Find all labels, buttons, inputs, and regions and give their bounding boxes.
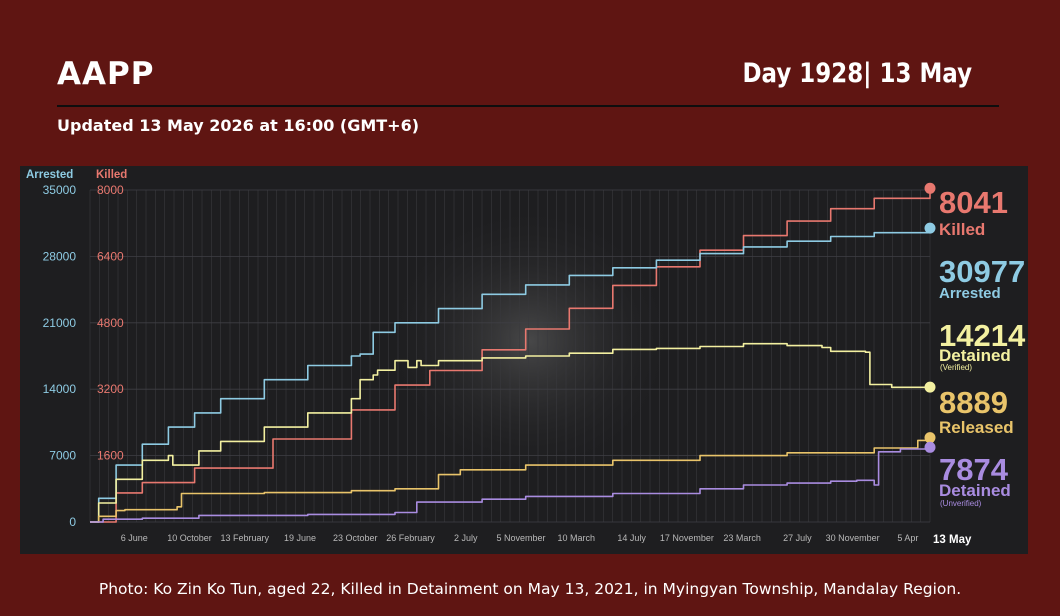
header-divider (57, 105, 999, 107)
x-tick-label: 27 July (783, 533, 812, 543)
tick-label-killed: 4800 (97, 316, 124, 330)
tick-label-arrested: 21000 (43, 316, 77, 330)
x-tick-label: 13 February (220, 533, 269, 543)
series-label-3: Released (939, 418, 1014, 437)
series-value-2: 14214 (939, 318, 1026, 353)
series-value-0: 8041 (939, 185, 1008, 220)
series-line-4 (90, 447, 931, 523)
series-label-2: Detained (939, 346, 1011, 365)
photo-background (380, 201, 680, 481)
photo-caption: Photo: Ko Zin Ko Tun, aged 22, Killed in… (98, 580, 962, 598)
chart-panel: Arrested Killed 0 7000 14000 21000 28000 35000 1… (20, 166, 1028, 554)
tick-label-arrested: 0 (69, 515, 76, 529)
series-sublabel-2: (Verified) (940, 363, 972, 372)
x-tick-label: 26 February (386, 533, 435, 543)
series-value-4: 7874 (939, 452, 1009, 487)
series-line-1 (90, 228, 931, 523)
updated-timestamp: Updated 13 May 2026 at 16:00 (GMT+6) (57, 116, 420, 135)
series-label-1: Arrested (939, 285, 1001, 302)
x-tick-label: 6 June (121, 533, 148, 543)
tick-label-killed: 3200 (97, 382, 124, 396)
x-tick-label: 5 November (497, 533, 546, 543)
x-tick-label: 10 October (167, 533, 212, 543)
series-line-3 (90, 437, 931, 523)
series-endpoint-0 (924, 182, 936, 194)
x-tick-label: 5 Apr (897, 533, 918, 543)
series-line-2 (90, 342, 931, 523)
series-line-0 (90, 188, 931, 523)
x-tick-label: 17 November (660, 533, 714, 543)
axis-title-arrested: Arrested (26, 169, 73, 181)
tick-label-killed: 8000 (97, 183, 124, 197)
series-label-4: Detained (939, 481, 1011, 500)
tick-label-arrested: 35000 (43, 183, 77, 197)
x-tick-label: 23 March (723, 533, 761, 543)
x-tick-label: 30 November (826, 533, 880, 543)
x-end-label: 13 May (933, 534, 972, 546)
series-endpoint-1 (924, 222, 936, 234)
series-sublabel-4: (Unverified) (940, 499, 982, 508)
timeline-chart: Arrested Killed 0 7000 14000 21000 28000 35000 1… (26, 169, 1026, 546)
tick-label-killed: 6400 (97, 249, 124, 263)
series-value-1: 30977 (939, 254, 1025, 289)
tick-label-arrested: 14000 (43, 382, 77, 396)
tick-label-arrested: 7000 (49, 449, 76, 463)
x-tick-label: 19 June (284, 533, 316, 543)
series-value-3: 8889 (939, 385, 1008, 420)
tick-label-arrested: 28000 (43, 249, 77, 263)
x-tick-label: 2 July (454, 533, 478, 543)
x-tick-label: 23 October (333, 533, 378, 543)
tick-label-killed: 1600 (97, 449, 124, 463)
x-tick-label: 10 March (558, 533, 596, 543)
series-endpoint-2 (924, 381, 936, 393)
series-endpoint-3 (924, 432, 936, 444)
axis-title-killed: Killed (96, 169, 127, 181)
x-tick-label: 14 July (617, 533, 646, 543)
series-endpoint-4 (924, 441, 936, 453)
day-counter: Day 1928| 13 May (742, 58, 972, 89)
brand-title: AAPP (57, 56, 155, 92)
series-label-0: Killed (939, 220, 985, 239)
